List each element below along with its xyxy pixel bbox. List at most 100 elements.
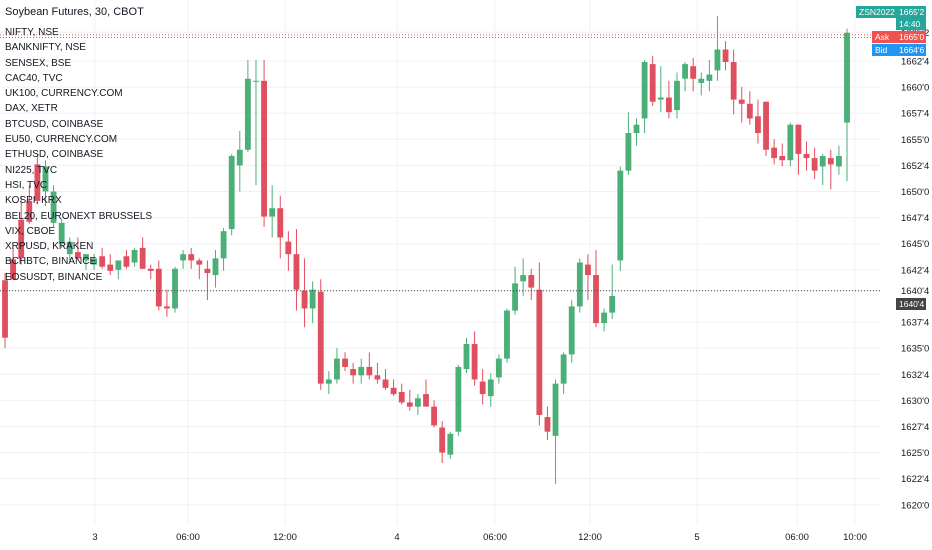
compare-symbol-item[interactable]: BCHBTC, BINANCE <box>5 256 97 268</box>
candle-body <box>147 268 154 271</box>
candle-body <box>844 32 850 123</box>
candle-body <box>544 417 551 432</box>
x-tick-label: 10:00 <box>843 532 867 543</box>
candle-body <box>698 78 705 83</box>
candle-body <box>528 275 535 288</box>
candle-body <box>439 427 446 453</box>
candle-body <box>682 64 688 79</box>
candle-body <box>649 64 656 102</box>
candle-body <box>625 133 632 171</box>
y-tick-label: 1657'4 <box>901 109 929 120</box>
compare-symbol-item[interactable]: NIFTY, NSE <box>5 27 59 38</box>
candle-body <box>374 375 381 380</box>
candle-body <box>34 164 41 201</box>
candle-body <box>779 156 786 161</box>
candle-body <box>309 289 316 309</box>
compare-symbol-item[interactable]: ETHUSD, COINBASE <box>5 149 104 161</box>
candle-body <box>447 433 454 455</box>
y-tick-label: 1635'0 <box>901 344 929 355</box>
candle-body <box>139 247 146 269</box>
compare-symbol-item[interactable]: NI225, TVC <box>5 164 58 176</box>
candle-body <box>115 260 122 270</box>
candle-series <box>2 16 850 484</box>
compare-symbol-item[interactable]: BANKNIFTY, NSE <box>5 42 86 54</box>
candle-body <box>536 289 543 415</box>
candle-body <box>26 200 33 222</box>
candle-body <box>617 170 624 261</box>
candle-body <box>325 379 332 384</box>
candle-body <box>42 166 49 192</box>
candle-body <box>714 49 721 71</box>
candle-body <box>66 241 73 255</box>
compare-symbol-item[interactable]: XRPUSD, KRAKEN <box>5 241 94 253</box>
ask-label: Ask <box>872 31 896 43</box>
candle-body <box>827 158 834 165</box>
marker-price-badge: 1640'4 <box>896 298 926 310</box>
y-tick-label: 1620'0 <box>901 500 929 511</box>
chart-grid <box>0 0 880 525</box>
candle-body <box>155 268 162 307</box>
compare-symbol-item[interactable]: SENSEX, BSE <box>5 57 72 69</box>
compare-symbol-item[interactable]: BEL20, EURONEXT BRUSSELS <box>5 210 153 222</box>
y-tick-label: 1662'4 <box>901 56 929 67</box>
candle-body <box>18 219 25 259</box>
y-tick-label: 1655'0 <box>901 135 929 146</box>
candle-body <box>390 387 397 395</box>
candle-body <box>665 97 672 113</box>
candle-body <box>99 256 106 267</box>
candle-body <box>771 147 778 159</box>
x-tick-label: 06:00 <box>483 532 507 543</box>
candle-body <box>706 74 713 81</box>
candle-body <box>180 254 187 261</box>
candle-body <box>803 153 810 159</box>
y-tick-label: 1627'4 <box>901 422 929 433</box>
candle-body <box>755 116 761 134</box>
candle-body <box>188 254 195 261</box>
candle-body <box>479 381 486 395</box>
candle-body <box>746 103 753 119</box>
candle-body <box>722 49 729 63</box>
candle-body <box>244 78 251 150</box>
symbol-code-badge: ZSN2022 <box>856 6 898 18</box>
y-tick-label: 1625'0 <box>901 448 929 459</box>
candle-body <box>382 379 389 388</box>
chart-title[interactable]: Soybean Futures, 30, CBOT <box>5 6 144 18</box>
candle-body <box>2 280 8 338</box>
compare-symbol-item[interactable]: EU50, CURRENCY.COM <box>5 134 118 146</box>
compare-symbol-item[interactable]: KOSPI, KRX <box>5 195 62 207</box>
y-tick-label: 1650'0 <box>901 187 929 198</box>
compare-symbol-item[interactable]: EOSUSDT, BINANCE <box>5 271 103 283</box>
candle-body <box>763 101 769 150</box>
candle-body <box>819 156 826 167</box>
candle-body <box>431 406 438 426</box>
candle-body <box>164 306 170 309</box>
candle-body <box>236 149 243 166</box>
compare-symbol-list: NIFTY, NSE BANKNIFTY, NSE SENSEX, BSE CAC40… <box>5 25 152 285</box>
x-tick-label: 12:00 <box>273 532 297 543</box>
x-tick-label: 06:00 <box>785 532 809 543</box>
candle-body <box>560 354 567 384</box>
compare-symbol-item[interactable]: VIX, CBOE <box>5 225 56 237</box>
candle-body <box>220 231 227 259</box>
compare-symbol-item[interactable]: UK100, CURRENCY.COM <box>5 88 123 100</box>
compare-symbol-item[interactable]: HSI, TVC <box>5 179 48 191</box>
candle-body <box>317 291 324 384</box>
candle-body <box>277 208 284 238</box>
time-axis: 3 06:00 12:00 4 06:00 12:00 5 06:00 10:00 <box>92 532 867 543</box>
compare-symbol-item[interactable]: DAX, XETR <box>5 103 58 115</box>
price-axis: 1665'2 1662'4 1660'0 1657'4 1655'0 1652'4 1650… <box>880 0 932 550</box>
x-tick-label: 06:00 <box>176 532 200 543</box>
bid-label: Bid <box>872 44 896 56</box>
candle-body <box>423 394 429 407</box>
candle-body <box>730 62 737 100</box>
candle-body <box>641 62 648 119</box>
candle-body <box>406 402 413 407</box>
compare-symbol-item[interactable]: BTCUSD, COINBASE <box>5 118 104 130</box>
compare-symbol-item[interactable]: CAC40, TVC <box>5 72 63 84</box>
x-tick-label: 3 <box>92 532 97 543</box>
candle-body <box>835 156 842 167</box>
candle-body <box>172 268 178 309</box>
candle-body <box>633 124 640 134</box>
candle-body <box>131 249 138 263</box>
